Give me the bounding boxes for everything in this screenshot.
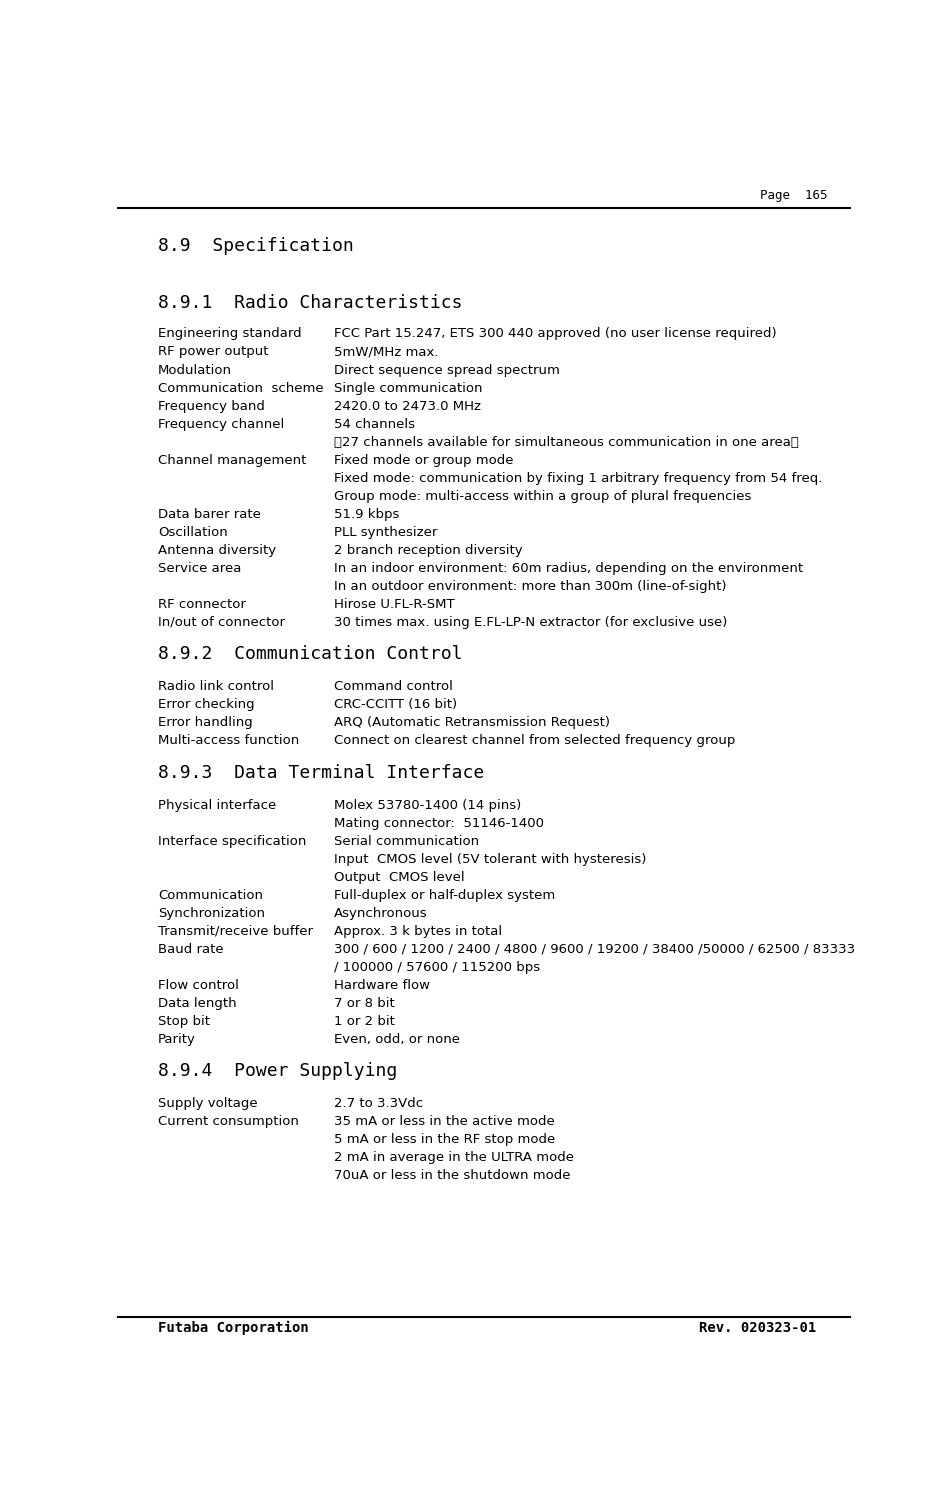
Text: RF connector: RF connector <box>159 598 246 611</box>
Text: In an outdoor environment: more than 300m (line-of-sight): In an outdoor environment: more than 300… <box>334 579 726 593</box>
Text: 2 branch reception diversity: 2 branch reception diversity <box>334 543 522 557</box>
Text: 2 mA in average in the ULTRA mode: 2 mA in average in the ULTRA mode <box>334 1151 574 1165</box>
Text: Radio link control: Radio link control <box>159 681 275 693</box>
Text: Futaba Corporation: Futaba Corporation <box>159 1320 309 1335</box>
Text: In/out of connector: In/out of connector <box>159 616 285 629</box>
Text: 1 or 2 bit: 1 or 2 bit <box>334 1014 395 1028</box>
Text: Mating connector:  51146-1400: Mating connector: 51146-1400 <box>334 816 544 830</box>
Text: 35 mA or less in the active mode: 35 mA or less in the active mode <box>334 1115 554 1129</box>
Text: Supply voltage: Supply voltage <box>159 1097 258 1111</box>
Text: Antenna diversity: Antenna diversity <box>159 543 277 557</box>
Text: Group mode: multi-access within a group of plural frequencies: Group mode: multi-access within a group … <box>334 489 751 502</box>
Text: Multi-access function: Multi-access function <box>159 735 299 747</box>
Text: Frequency channel: Frequency channel <box>159 418 284 430</box>
Text: Hardware flow: Hardware flow <box>334 979 430 991</box>
Text: Communication: Communication <box>159 889 263 902</box>
Text: Current consumption: Current consumption <box>159 1115 299 1129</box>
Text: 54 channels: 54 channels <box>334 418 414 430</box>
Text: Parity: Parity <box>159 1032 196 1046</box>
Text: Full-duplex or half-duplex system: Full-duplex or half-duplex system <box>334 889 555 902</box>
Text: Single communication: Single communication <box>334 382 482 394</box>
Text: Engineering standard: Engineering standard <box>159 327 302 341</box>
Text: 2.7 to 3.3Vdc: 2.7 to 3.3Vdc <box>334 1097 423 1111</box>
Text: 8.9.1  Radio Characteristics: 8.9.1 Radio Characteristics <box>159 294 463 312</box>
Text: Interface specification: Interface specification <box>159 834 307 848</box>
Text: 、27 channels available for simultaneous communication in one area】: 、27 channels available for simultaneous … <box>334 436 799 448</box>
Text: Connect on clearest channel from selected frequency group: Connect on clearest channel from selecte… <box>334 735 735 747</box>
Text: RF power output: RF power output <box>159 346 269 359</box>
Text: PLL synthesizer: PLL synthesizer <box>334 525 437 539</box>
Text: Synchronization: Synchronization <box>159 907 265 919</box>
Text: 5 mA or less in the RF stop mode: 5 mA or less in the RF stop mode <box>334 1133 555 1147</box>
Text: Asynchronous: Asynchronous <box>334 907 428 919</box>
Text: 7 or 8 bit: 7 or 8 bit <box>334 997 395 1010</box>
Text: Communication  scheme: Communication scheme <box>159 382 324 394</box>
Text: Baud rate: Baud rate <box>159 943 224 955</box>
Text: In an indoor environment: 60m radius, depending on the environment: In an indoor environment: 60m radius, de… <box>334 561 803 575</box>
Text: CRC-CCITT (16 bit): CRC-CCITT (16 bit) <box>334 699 457 711</box>
Text: Data length: Data length <box>159 997 237 1010</box>
Text: Transmit/receive buffer: Transmit/receive buffer <box>159 925 313 937</box>
Text: Oscillation: Oscillation <box>159 525 228 539</box>
Text: 8.9  Specification: 8.9 Specification <box>159 237 354 255</box>
Text: 300 / 600 / 1200 / 2400 / 4800 / 9600 / 19200 / 38400 /50000 / 62500 / 83333: 300 / 600 / 1200 / 2400 / 4800 / 9600 / … <box>334 943 855 955</box>
Text: Molex 53780-1400 (14 pins): Molex 53780-1400 (14 pins) <box>334 798 521 812</box>
Text: 8.9.2  Communication Control: 8.9.2 Communication Control <box>159 646 463 664</box>
Text: Rev. 020323-01: Rev. 020323-01 <box>700 1320 817 1335</box>
Text: / 100000 / 57600 / 115200 bps: / 100000 / 57600 / 115200 bps <box>334 961 540 973</box>
Text: Fixed mode or group mode: Fixed mode or group mode <box>334 454 514 466</box>
Text: Physical interface: Physical interface <box>159 798 277 812</box>
Text: Error checking: Error checking <box>159 699 255 711</box>
Text: Flow control: Flow control <box>159 979 239 991</box>
Text: 70uA or less in the shutdown mode: 70uA or less in the shutdown mode <box>334 1169 570 1182</box>
Text: Frequency band: Frequency band <box>159 400 265 412</box>
Text: Page  165: Page 165 <box>760 189 828 202</box>
Text: Service area: Service area <box>159 561 242 575</box>
Text: Channel management: Channel management <box>159 454 307 466</box>
Text: Command control: Command control <box>334 681 453 693</box>
Text: 8.9.4  Power Supplying: 8.9.4 Power Supplying <box>159 1062 397 1080</box>
Text: Direct sequence spread spectrum: Direct sequence spread spectrum <box>334 364 560 377</box>
Text: Fixed mode: communication by fixing 1 arbitrary frequency from 54 freq.: Fixed mode: communication by fixing 1 ar… <box>334 471 822 484</box>
Text: Modulation: Modulation <box>159 364 232 377</box>
Text: Output  CMOS level: Output CMOS level <box>334 871 464 884</box>
Text: 2420.0 to 2473.0 MHz: 2420.0 to 2473.0 MHz <box>334 400 480 412</box>
Text: 30 times max. using E.FL-LP-N extractor (for exclusive use): 30 times max. using E.FL-LP-N extractor … <box>334 616 727 629</box>
Text: 8.9.3  Data Terminal Interface: 8.9.3 Data Terminal Interface <box>159 764 484 782</box>
Text: Stop bit: Stop bit <box>159 1014 211 1028</box>
Text: Data barer rate: Data barer rate <box>159 507 261 521</box>
Text: 5mW/MHz max.: 5mW/MHz max. <box>334 346 438 359</box>
Text: ARQ (Automatic Retransmission Request): ARQ (Automatic Retransmission Request) <box>334 717 610 729</box>
Text: Input  CMOS level (5V tolerant with hysteresis): Input CMOS level (5V tolerant with hyste… <box>334 853 647 866</box>
Text: Hirose U.FL-R-SMT: Hirose U.FL-R-SMT <box>334 598 454 611</box>
Text: Error handling: Error handling <box>159 717 253 729</box>
Text: Approx. 3 k bytes in total: Approx. 3 k bytes in total <box>334 925 502 937</box>
Text: 51.9 kbps: 51.9 kbps <box>334 507 399 521</box>
Text: FCC Part 15.247, ETS 300 440 approved (no user license required): FCC Part 15.247, ETS 300 440 approved (n… <box>334 327 777 341</box>
Text: Even, odd, or none: Even, odd, or none <box>334 1032 460 1046</box>
Text: Serial communication: Serial communication <box>334 834 479 848</box>
